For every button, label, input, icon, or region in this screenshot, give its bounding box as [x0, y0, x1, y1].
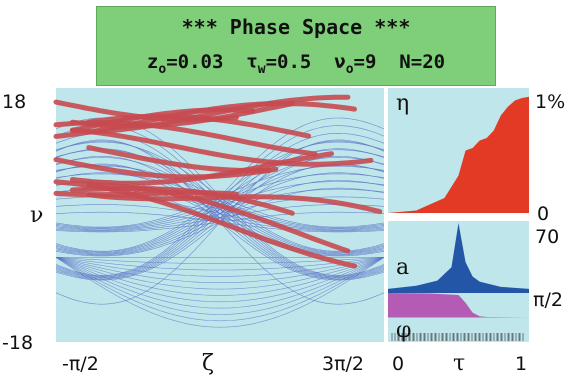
x-tick-right: 3π/2	[322, 353, 364, 375]
mesh-bowl-curve	[55, 257, 385, 309]
phase-tick-top: π/2	[533, 289, 563, 311]
x-tick-left: -π/2	[62, 353, 99, 375]
y-tick-bottom: -18	[2, 332, 33, 354]
mesh-bowl-curve	[55, 257, 385, 271]
trajectory-curve	[53, 157, 279, 180]
y-axis-label: ν	[30, 203, 43, 228]
trajectory-curve	[53, 120, 318, 157]
trajectory-curve	[86, 113, 312, 139]
param-n: N=20	[399, 51, 446, 73]
trajectory-curve	[86, 182, 351, 254]
y-tick-top: 18	[2, 91, 26, 113]
trajectory-curve	[69, 127, 374, 167]
phase-rug-ticks	[391, 333, 524, 341]
mesh-curve	[55, 125, 385, 277]
amplitude-tick-top: 70	[535, 226, 559, 248]
mesh-curve	[55, 140, 385, 278]
electron-trajectories	[53, 94, 383, 269]
mesh-curve	[55, 156, 385, 280]
mesh-bowl-curve	[55, 257, 385, 283]
tau-tick-left: 0	[392, 353, 404, 375]
parameter-header: *** Phase Space *** zo=0.03 τw=0.5 νo=9 …	[96, 6, 496, 86]
mesh-bowl-curve	[55, 257, 385, 303]
param-nu0: νo=9	[334, 51, 377, 77]
mesh-bowl-curve	[55, 257, 385, 296]
amplitude-label: a	[396, 255, 409, 280]
trajectory-curve	[86, 94, 351, 135]
mesh-bowl-curve	[55, 257, 385, 328]
header-params: zo=0.03 τw=0.5 νo=9 N=20	[97, 51, 495, 77]
param-z0: zo=0.03	[146, 51, 224, 77]
eta-tick-bottom: 0	[537, 203, 549, 225]
eta-area	[388, 96, 529, 213]
phase-area	[388, 293, 529, 318]
trajectory-curve	[53, 179, 357, 269]
eta-tick-top: 1%	[535, 91, 565, 113]
tau-axis-label: τ	[453, 351, 465, 376]
trajectory-curve	[69, 151, 334, 186]
tau-tick-right: 1	[515, 353, 527, 375]
trajectory-curve	[69, 101, 295, 129]
mesh-curve	[55, 148, 385, 279]
eta-label: η	[396, 91, 409, 116]
amplitude-area	[388, 223, 529, 293]
mesh-bowl-curve	[55, 257, 385, 322]
phase-label: φ	[396, 318, 411, 343]
mesh-bowl-curve	[55, 257, 385, 290]
x-axis-label: ζ	[202, 351, 214, 376]
param-tauw: τw=0.5	[246, 51, 312, 77]
mesh-bowl-curve	[55, 257, 385, 315]
mesh-bowl-curve	[55, 257, 385, 277]
header-title: *** Phase Space ***	[181, 15, 411, 39]
